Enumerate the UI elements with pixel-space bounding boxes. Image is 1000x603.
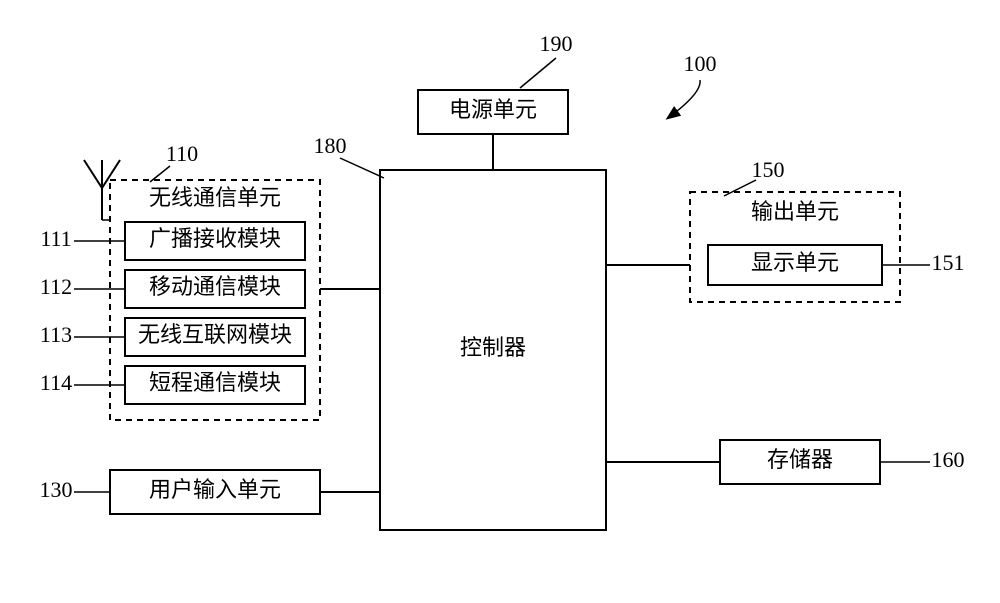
power-unit-label: 电源单元 (449, 97, 537, 122)
output-unit-block: 输出单元 显示单元 (690, 192, 900, 302)
user-input-label: 用户输入单元 (149, 477, 281, 502)
ref-lead-180 (340, 158, 384, 178)
ref-lead-190 (520, 58, 556, 88)
user-input-block: 用户输入单元 (110, 470, 320, 514)
memory-block: 存储器 (720, 440, 880, 484)
controller-block: 控制器 (380, 170, 606, 530)
wireless-unit-block: 无线通信单元 广播接收模块移动通信模块无线互联网模块短程通信模块 (110, 180, 320, 420)
ref-110: 110 (166, 141, 198, 166)
ref-151: 151 (932, 250, 965, 275)
module-mobile-label: 移动通信模块 (149, 274, 281, 299)
ref-130: 130 (40, 477, 73, 502)
ref-180: 180 (314, 133, 347, 158)
ref-lead-150 (724, 180, 756, 196)
ref-150: 150 (752, 157, 785, 182)
ref-113: 113 (40, 322, 72, 347)
ref-190: 190 (540, 31, 573, 56)
controller-label: 控制器 (460, 335, 526, 360)
output-unit-label: 输出单元 (751, 199, 839, 224)
wireless-unit-label: 无线通信单元 (149, 185, 281, 210)
wireless-modules: 广播接收模块移动通信模块无线互联网模块短程通信模块 (125, 222, 305, 404)
module-display-label: 显示单元 (751, 250, 839, 275)
ref-arrow-100 (668, 80, 700, 118)
block-diagram: 电源单元 控制器 无线通信单元 广播接收模块移动通信模块无线互联网模块短程通信模… (0, 0, 1000, 603)
antenna (84, 160, 120, 220)
power-unit-block: 电源单元 (418, 90, 568, 134)
ref-111: 111 (40, 226, 71, 251)
ref-112: 112 (40, 274, 72, 299)
ref-100: 100 (684, 51, 717, 76)
memory-label: 存储器 (767, 447, 833, 472)
ref-160: 160 (932, 447, 965, 472)
module-wlan-label: 无线互联网模块 (138, 322, 292, 347)
module-shortrange-label: 短程通信模块 (149, 370, 281, 395)
module-broadcast-label: 广播接收模块 (149, 226, 281, 251)
output-modules: 显示单元 (708, 245, 882, 285)
ref-114: 114 (40, 370, 72, 395)
